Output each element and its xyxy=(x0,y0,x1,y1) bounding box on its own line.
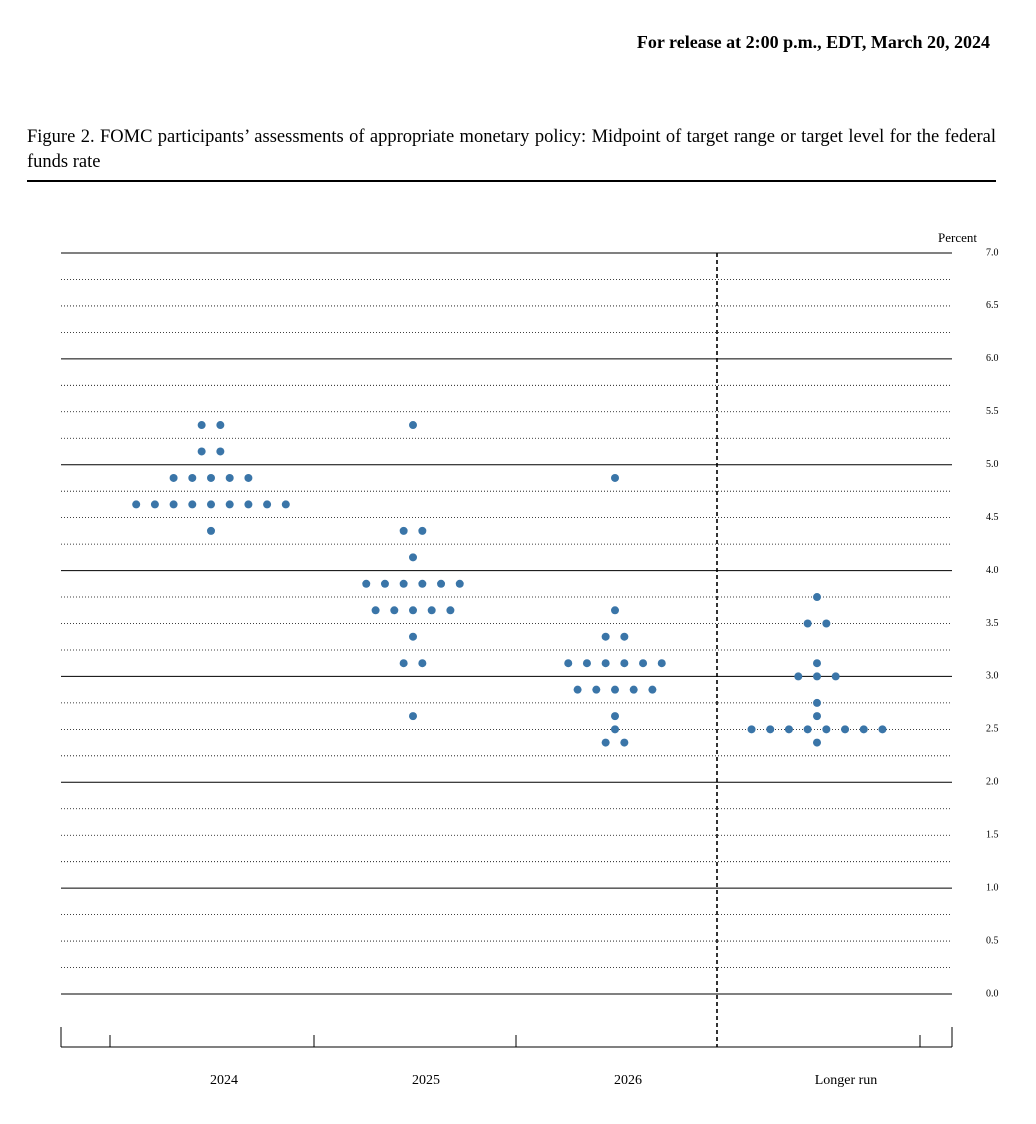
dot xyxy=(409,606,417,615)
dot xyxy=(601,659,610,668)
dot xyxy=(207,473,215,482)
dot xyxy=(380,579,389,588)
dot xyxy=(409,632,417,641)
dot xyxy=(132,500,141,509)
dot xyxy=(188,500,197,509)
dot xyxy=(822,725,831,734)
x-tick-label: Longer run xyxy=(815,1073,878,1088)
y-tick-label: 6.5 xyxy=(986,300,999,311)
dot xyxy=(611,473,619,482)
dot xyxy=(281,500,290,509)
dot xyxy=(813,593,821,602)
dot xyxy=(648,685,657,694)
y-tick-label: 3.5 xyxy=(986,618,999,629)
dot xyxy=(657,659,666,668)
y-tick-label: 0.0 xyxy=(986,988,999,999)
dot xyxy=(399,526,408,535)
dot xyxy=(362,579,371,588)
dot xyxy=(455,579,464,588)
dot xyxy=(216,421,225,430)
dot xyxy=(813,698,821,707)
y-axis-label: Percent xyxy=(938,230,977,245)
dot xyxy=(418,659,427,668)
dot xyxy=(629,685,638,694)
dot xyxy=(390,606,399,615)
dot xyxy=(822,619,831,628)
x-tick-label: 2026 xyxy=(614,1073,642,1088)
dot xyxy=(620,738,629,747)
dot xyxy=(409,553,417,562)
x-tick-label: 2024 xyxy=(210,1073,238,1088)
dot xyxy=(803,725,812,734)
dot xyxy=(611,725,619,734)
dot xyxy=(813,738,821,747)
dot xyxy=(263,500,272,509)
dot xyxy=(418,579,427,588)
dot xyxy=(446,606,455,615)
dot xyxy=(582,659,591,668)
y-tick-label: 1.5 xyxy=(986,830,999,841)
dot xyxy=(399,579,408,588)
dot xyxy=(620,632,629,641)
dot xyxy=(794,672,803,681)
dot xyxy=(813,712,821,721)
y-tick-label: 4.0 xyxy=(986,565,999,576)
dot xyxy=(601,632,610,641)
y-tick-label: 7.0 xyxy=(986,247,999,258)
dot xyxy=(197,447,206,456)
dot xyxy=(784,725,793,734)
y-tick-label: 4.5 xyxy=(986,512,999,523)
dot xyxy=(611,712,619,721)
dot xyxy=(371,606,380,615)
dot xyxy=(639,659,648,668)
dot xyxy=(747,725,756,734)
dot xyxy=(197,421,206,430)
dot xyxy=(225,473,234,482)
figure-title: Figure 2. FOMC participants’ assessments… xyxy=(27,127,996,172)
dot xyxy=(803,619,812,628)
dot xyxy=(225,500,234,509)
y-tick-label: 6.0 xyxy=(986,353,999,364)
dot xyxy=(216,447,225,456)
dot xyxy=(592,685,601,694)
dot xyxy=(878,725,887,734)
y-tick-label: 3.0 xyxy=(986,671,999,682)
release-note: For release at 2:00 p.m., EDT, March 20,… xyxy=(636,32,990,52)
dot xyxy=(859,725,868,734)
y-tick-label: 2.0 xyxy=(986,777,999,788)
y-tick-label: 5.5 xyxy=(986,406,999,417)
dot xyxy=(620,659,629,668)
dot xyxy=(766,725,775,734)
dot xyxy=(244,473,253,482)
dot xyxy=(841,725,850,734)
dot xyxy=(437,579,446,588)
dot xyxy=(813,672,821,681)
y-tick-label: 0.5 xyxy=(986,935,999,946)
dot xyxy=(188,473,197,482)
dot xyxy=(611,606,619,615)
dot xyxy=(244,500,253,509)
dot xyxy=(831,672,840,681)
dot xyxy=(418,526,427,535)
dot xyxy=(409,421,417,430)
y-tick-label: 1.0 xyxy=(986,882,999,893)
dot xyxy=(207,500,215,509)
dot xyxy=(409,712,417,721)
dot xyxy=(611,685,619,694)
dot xyxy=(399,659,408,668)
dot xyxy=(207,526,215,535)
dot xyxy=(564,659,573,668)
dot xyxy=(573,685,582,694)
dot xyxy=(427,606,436,615)
dot xyxy=(169,473,178,482)
y-tick-label: 2.5 xyxy=(986,724,999,735)
dot xyxy=(150,500,159,509)
x-tick-label: 2025 xyxy=(412,1073,440,1088)
dot xyxy=(601,738,610,747)
y-tick-label: 5.0 xyxy=(986,459,999,470)
dot xyxy=(813,659,821,668)
dot xyxy=(169,500,178,509)
